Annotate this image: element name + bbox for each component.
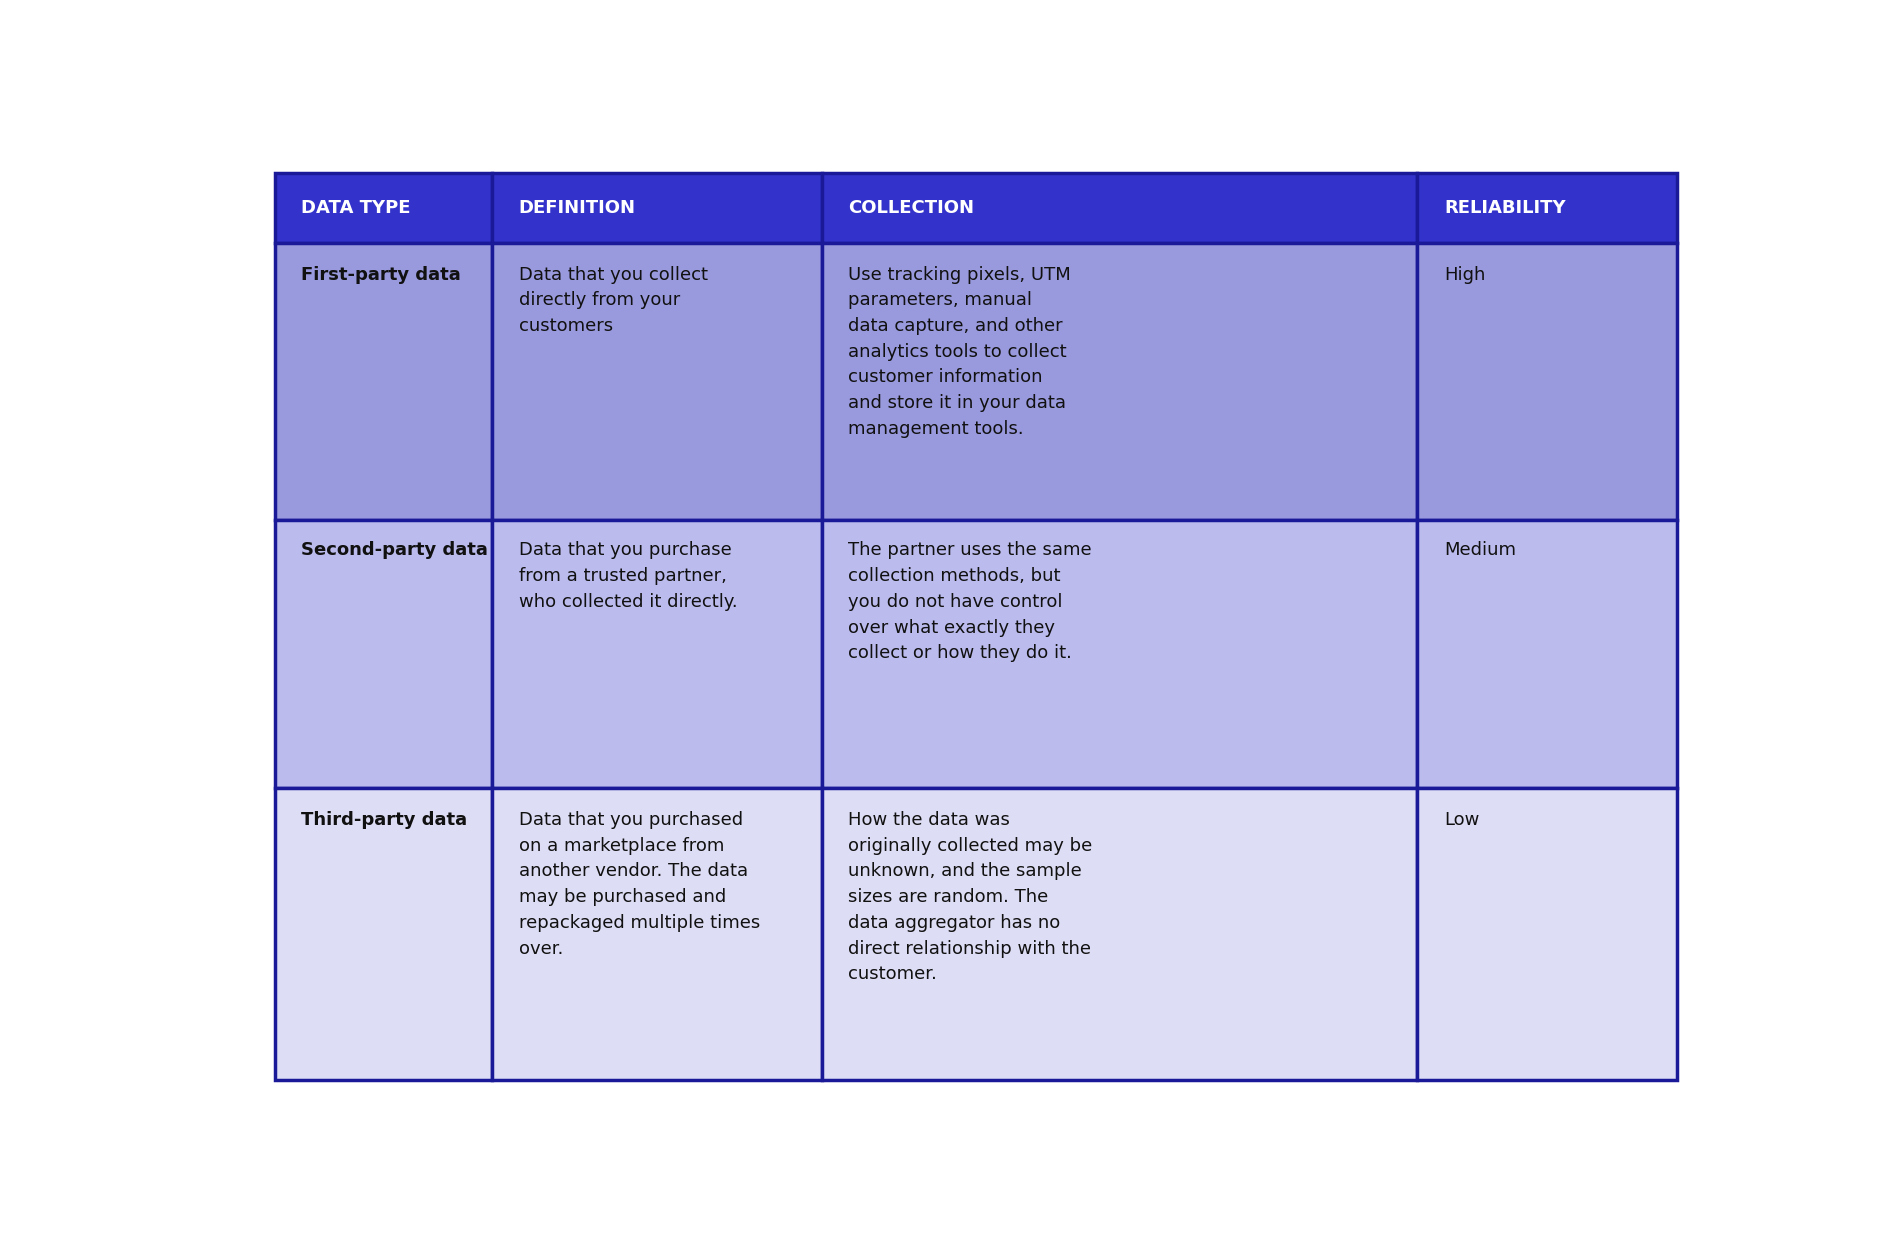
Text: Second-party data: Second-party data: [301, 542, 487, 559]
FancyBboxPatch shape: [823, 172, 1417, 243]
FancyBboxPatch shape: [491, 172, 823, 243]
FancyBboxPatch shape: [823, 787, 1417, 1080]
FancyBboxPatch shape: [823, 243, 1417, 520]
Text: The partner uses the same
collection methods, but
you do not have control
over w: The partner uses the same collection met…: [847, 542, 1091, 662]
Text: Data that you purchased
on a marketplace from
another vendor. The data
may be pu: Data that you purchased on a marketplace…: [518, 811, 760, 957]
FancyBboxPatch shape: [274, 243, 491, 520]
Text: Use tracking pixels, UTM
parameters, manual
data capture, and other
analytics to: Use tracking pixels, UTM parameters, man…: [847, 265, 1070, 438]
FancyBboxPatch shape: [491, 243, 823, 520]
Text: Third-party data: Third-party data: [301, 811, 468, 830]
FancyBboxPatch shape: [274, 520, 491, 787]
Text: Low: Low: [1443, 811, 1479, 830]
FancyBboxPatch shape: [1417, 787, 1677, 1080]
Text: Data that you purchase
from a trusted partner,
who collected it directly.: Data that you purchase from a trusted pa…: [518, 542, 737, 611]
FancyBboxPatch shape: [274, 172, 491, 243]
FancyBboxPatch shape: [1417, 172, 1677, 243]
Text: Medium: Medium: [1443, 542, 1516, 559]
Text: DATA TYPE: DATA TYPE: [301, 200, 411, 217]
Text: First-party data: First-party data: [301, 265, 461, 284]
Text: RELIABILITY: RELIABILITY: [1443, 200, 1565, 217]
Text: High: High: [1443, 265, 1485, 284]
Text: DEFINITION: DEFINITION: [518, 200, 636, 217]
FancyBboxPatch shape: [1417, 520, 1677, 787]
Text: How the data was
originally collected may be
unknown, and the sample
sizes are r: How the data was originally collected ma…: [847, 811, 1093, 983]
FancyBboxPatch shape: [1417, 243, 1677, 520]
Text: Data that you collect
directly from your
customers: Data that you collect directly from your…: [518, 265, 708, 335]
FancyBboxPatch shape: [491, 787, 823, 1080]
FancyBboxPatch shape: [823, 520, 1417, 787]
FancyBboxPatch shape: [274, 787, 491, 1080]
Text: COLLECTION: COLLECTION: [847, 200, 975, 217]
FancyBboxPatch shape: [491, 520, 823, 787]
